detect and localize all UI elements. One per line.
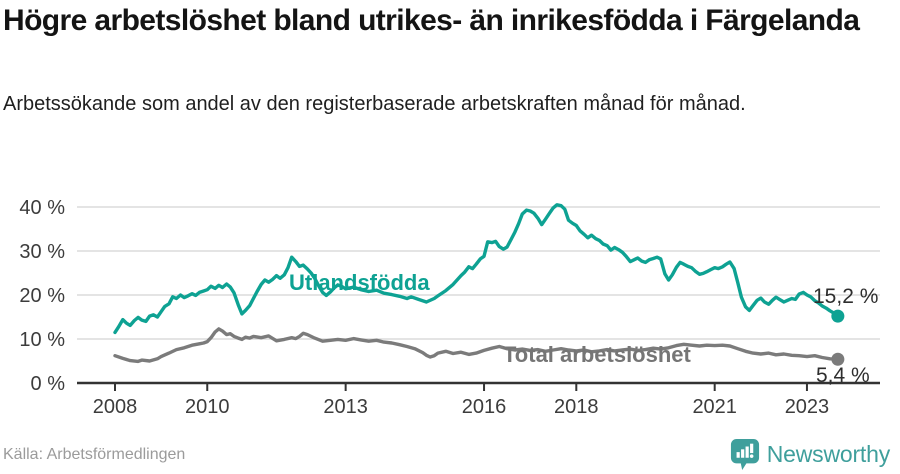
- series-line: [113, 203, 840, 335]
- series-end-dot: [831, 309, 845, 323]
- newsworthy-wordmark: Newsworthy: [766, 440, 890, 467]
- series-label: Utlandsfödda: [289, 270, 430, 295]
- series-end-value: 5,4 %: [816, 364, 870, 387]
- y-tick-label: 0 %: [31, 373, 66, 395]
- y-tick-label: 40 %: [19, 197, 65, 219]
- series-end-value: 15,2 %: [813, 285, 878, 308]
- x-tick-label: 2010: [185, 396, 230, 418]
- x-tick-label: 2018: [554, 396, 599, 418]
- x-tick-label: 2023: [785, 396, 830, 418]
- chart-title: Högre arbetslöshet bland utrikes- än inr…: [3, 4, 860, 37]
- x-tick-label: 2008: [93, 396, 138, 418]
- x-tick-label: 2013: [323, 396, 368, 418]
- newsworthy-icon: [730, 439, 759, 470]
- line-chart: 0 % 10 % 20 % 30 % 40 % 2008 2010 2013 2016 2018 2…: [19, 197, 880, 418]
- y-tick-label: 10 %: [19, 329, 65, 351]
- x-tick-label: 2016: [462, 396, 507, 418]
- newsworthy-logo: Newsworthy: [730, 438, 890, 470]
- series-line: [113, 327, 840, 364]
- source-note: Källa: Arbetsförmedlingen: [3, 446, 186, 463]
- series-end-dot: [831, 352, 845, 366]
- x-tick-label: 2021: [692, 396, 737, 418]
- y-tick-label: 20 %: [19, 285, 65, 307]
- series-label: Total arbetslöshet: [503, 342, 692, 367]
- y-tick-label: 30 %: [19, 241, 65, 263]
- chart-subtitle: Arbetssökande som andel av den registerb…: [3, 93, 746, 115]
